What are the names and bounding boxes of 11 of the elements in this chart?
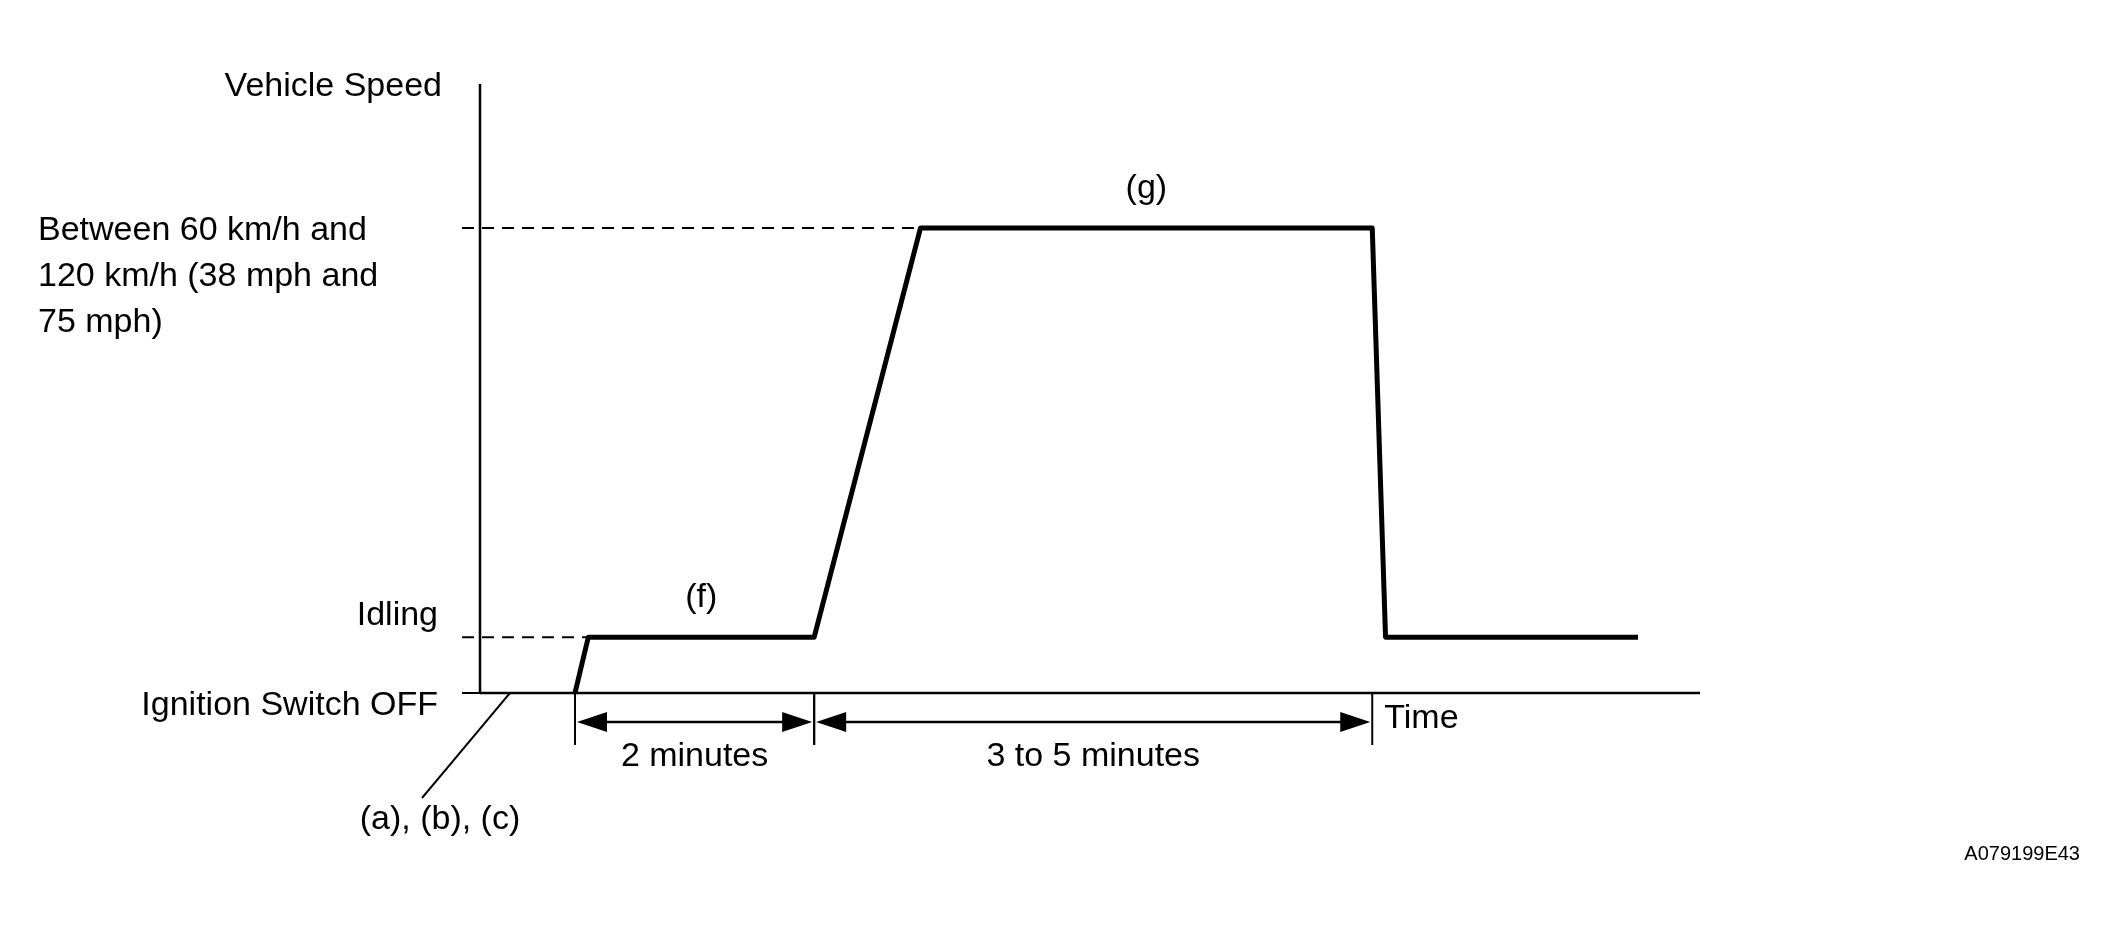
text: (g) [1125,167,1168,206]
ref-line-label: Between 60 km/h and 120 km/h (38 mph and 75 mph) [38,209,379,340]
annotation: (f) [685,576,718,615]
ref-line-label: Idling [356,594,438,633]
text: A079199E43 [1964,842,2080,864]
text: Vehicle Speed [224,65,442,103]
text: 3 to 5 minutes [986,735,1200,773]
x-axis-title: Time [1384,697,1459,735]
text: (a), (b), (c) [359,798,521,836]
ref-line-label: Ignition Switch OFF [141,684,438,722]
text: 2 minutes [620,735,769,773]
